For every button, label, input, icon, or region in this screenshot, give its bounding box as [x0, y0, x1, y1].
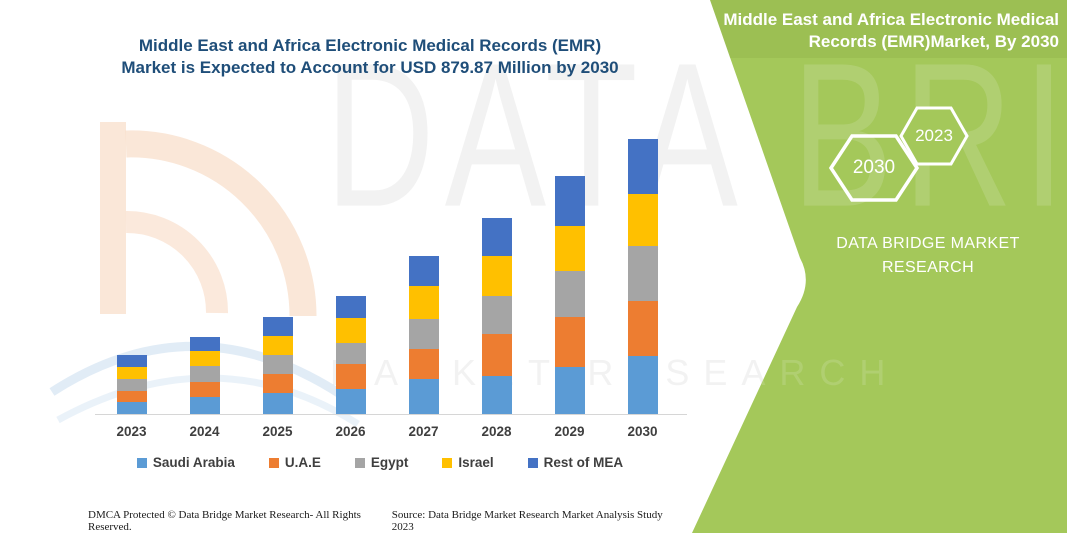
- bar-2024: [190, 336, 220, 414]
- bar-segment-egypt-2025: [263, 354, 293, 375]
- bar-segment-u-a-e-2026: [336, 364, 366, 389]
- footer: DMCA Protected © Data Bridge Market Rese…: [88, 509, 673, 533]
- bar-segment-saudi-arabia-2025: [263, 393, 293, 414]
- bar-2028: [482, 218, 512, 414]
- bar-segment-egypt-2027: [409, 319, 439, 349]
- x-axis-label-2026: 2026: [335, 424, 366, 439]
- bar-segment-rest-of-mea-2028: [482, 218, 512, 256]
- x-axis-labels: 2023 2024 2025 2026 2027 2028 2029 2030: [95, 424, 679, 439]
- hexagon-2030-label: 2030: [852, 157, 896, 178]
- bar-segment-saudi-arabia-2026: [336, 389, 366, 414]
- bar-segment-rest-of-mea-2026: [336, 295, 366, 319]
- x-axis-label-2023: 2023: [116, 424, 147, 439]
- bar-segment-israel-2028: [482, 255, 512, 297]
- x-axis-label-2030: 2030: [627, 424, 658, 439]
- brand-text: DATA BRIDGE MARKET RESEARCH: [833, 232, 1023, 280]
- bar-segment-u-a-e-2030: [628, 300, 658, 356]
- bar-2025: [263, 316, 293, 414]
- hexagon-badges: 2030 2023: [820, 95, 980, 210]
- legend-label-rest-of-mea: Rest of MEA: [543, 455, 624, 470]
- legend-label-u-a-e: U.A.E: [284, 455, 321, 470]
- footer-dmca-text: DMCA Protected © Data Bridge Market Rese…: [88, 509, 361, 533]
- chart-title-line1: Middle East and Africa Electronic Medica…: [138, 36, 602, 55]
- bar-segment-saudi-arabia-2029: [555, 367, 585, 414]
- bar-segment-rest-of-mea-2025: [263, 316, 293, 336]
- chart-legend: Saudi Arabia U.A.E Egypt Israel Rest of MEA: [95, 455, 665, 470]
- legend-swatch-rest-of-mea: [527, 457, 538, 468]
- bar-segment-israel-2026: [336, 318, 366, 344]
- bar-segment-israel-2023: [117, 367, 147, 379]
- legend-swatch-u-a-e: [268, 457, 279, 468]
- x-axis-label-2029: 2029: [554, 424, 585, 439]
- brand-text-line2: RESEARCH: [881, 259, 975, 276]
- bar-segment-israel-2025: [263, 335, 293, 355]
- bar-segment-u-a-e-2029: [555, 317, 585, 368]
- bar-2026: [336, 295, 366, 414]
- hexagon-2030: [828, 134, 920, 202]
- legend-label-egypt: Egypt: [370, 455, 409, 470]
- bar-segment-egypt-2026: [336, 343, 366, 364]
- hexagon-2023-label: 2023: [915, 126, 953, 145]
- bar-segment-saudi-arabia-2027: [409, 379, 439, 414]
- chart-title: Middle East and Africa Electronic Medica…: [90, 35, 650, 79]
- bar-segment-saudi-arabia-2024: [190, 396, 220, 414]
- legend-item-egypt: Egypt: [354, 455, 409, 470]
- bar-segment-rest-of-mea-2030: [628, 138, 658, 195]
- side-panel-title: Middle East and Africa Electronic Medica…: [723, 10, 1059, 51]
- brand-text-line1: DATA BRIDGE MARKET: [836, 235, 1020, 252]
- bar-2029: [555, 176, 585, 414]
- legend-swatch-israel: [442, 457, 453, 468]
- bar-segment-egypt-2030: [628, 246, 658, 301]
- x-axis-label-2025: 2025: [262, 424, 293, 439]
- bar-segment-egypt-2028: [482, 296, 512, 335]
- plot-area: [95, 138, 687, 415]
- legend-item-u-a-e: U.A.E: [268, 455, 321, 470]
- legend-item-saudi-arabia: Saudi Arabia: [136, 455, 235, 470]
- hexagon-shapes: [828, 106, 969, 202]
- bar-segment-rest-of-mea-2024: [190, 336, 220, 351]
- bar-segment-saudi-arabia-2030: [628, 355, 658, 414]
- bar-2023: [117, 354, 147, 414]
- bar-segment-u-a-e-2027: [409, 349, 439, 379]
- bar-segment-egypt-2023: [117, 378, 147, 391]
- bar-segment-israel-2027: [409, 285, 439, 319]
- bar-2027: [409, 255, 439, 414]
- legend-label-israel: Israel: [458, 455, 494, 470]
- bar-2030: [628, 138, 658, 414]
- bar-segment-egypt-2029: [555, 270, 585, 318]
- bar-segment-rest-of-mea-2023: [117, 354, 147, 368]
- footer-source-text: Source: Data Bridge Market Research Mark…: [391, 509, 663, 533]
- legend-item-rest-of-mea: Rest of MEA: [527, 455, 624, 470]
- bar-segment-u-a-e-2025: [263, 374, 293, 394]
- bar-segment-israel-2030: [628, 194, 658, 247]
- bar-segment-u-a-e-2024: [190, 381, 220, 397]
- x-axis-label-2027: 2027: [408, 424, 439, 439]
- x-axis-label-2024: 2024: [189, 424, 220, 439]
- bar-segment-saudi-arabia-2028: [482, 375, 512, 414]
- side-panel-header-band: [710, 0, 1067, 58]
- bar-segment-rest-of-mea-2027: [409, 255, 439, 286]
- side-panel-green-shape: [692, 0, 1067, 533]
- bar-segment-israel-2029: [555, 225, 585, 271]
- chart-title-line2: Market is Expected to Account for USD 87…: [121, 58, 619, 77]
- x-axis-label-2028: 2028: [481, 424, 512, 439]
- legend-label-saudi-arabia: Saudi Arabia: [152, 455, 235, 470]
- bar-segment-rest-of-mea-2029: [555, 176, 585, 226]
- bar-segment-israel-2024: [190, 350, 220, 366]
- bar-segment-u-a-e-2028: [482, 334, 512, 376]
- bar-segment-u-a-e-2023: [117, 390, 147, 403]
- legend-swatch-egypt: [354, 457, 365, 468]
- legend-swatch-saudi-arabia: [136, 457, 147, 468]
- legend-item-israel: Israel: [442, 455, 494, 470]
- bar-segment-egypt-2024: [190, 365, 220, 382]
- hexagon-2023: [899, 106, 969, 166]
- bar-segment-saudi-arabia-2023: [117, 402, 147, 414]
